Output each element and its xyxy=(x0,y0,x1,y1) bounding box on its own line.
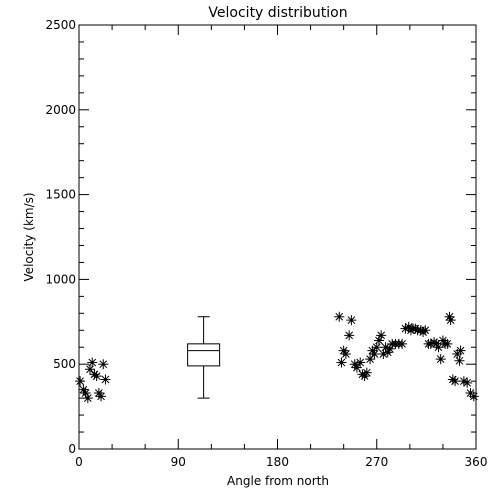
data-point xyxy=(359,371,370,382)
data-point xyxy=(367,345,378,356)
data-point xyxy=(433,342,444,353)
data-point xyxy=(444,311,455,322)
x-tick-label: 90 xyxy=(171,455,186,469)
data-point xyxy=(425,338,436,349)
data-point xyxy=(369,349,380,360)
data-point xyxy=(82,393,93,404)
data-point xyxy=(400,323,411,334)
data-point xyxy=(91,371,102,382)
data-point xyxy=(80,388,91,399)
data-point xyxy=(397,338,408,349)
data-points xyxy=(75,311,479,404)
x-tick-label: 360 xyxy=(465,455,488,469)
data-point xyxy=(445,315,456,326)
data-point xyxy=(355,357,366,368)
boxplot xyxy=(187,316,221,399)
y-tick-label: 0 xyxy=(68,442,76,456)
plot-frame xyxy=(78,24,477,450)
data-point xyxy=(346,315,357,326)
data-point xyxy=(344,330,355,341)
boxplot-box xyxy=(187,343,221,367)
data-point xyxy=(384,343,395,354)
x-axis-label: Angle from north xyxy=(227,474,329,488)
data-point xyxy=(462,377,473,388)
data-point xyxy=(75,376,86,387)
data-point xyxy=(468,391,479,402)
data-point xyxy=(351,362,362,373)
data-point xyxy=(376,330,387,341)
x-tick-label: 0 xyxy=(75,455,83,469)
data-point xyxy=(349,359,360,370)
y-tick-label: 1000 xyxy=(45,272,76,286)
data-point xyxy=(382,347,393,358)
data-point xyxy=(378,349,389,360)
data-point xyxy=(431,338,442,349)
data-point xyxy=(336,357,347,368)
y-axis-ticks: 0 500 1000 1500 2000 2500 xyxy=(45,18,476,456)
data-point xyxy=(371,342,382,353)
data-point xyxy=(87,357,98,368)
data-point xyxy=(454,355,465,366)
y-tick-label: 500 xyxy=(53,357,76,371)
data-point xyxy=(96,391,107,402)
data-point xyxy=(78,384,89,395)
data-point xyxy=(435,354,446,365)
data-point xyxy=(420,325,431,336)
x-axis-ticks: 0 90 180 270 360 xyxy=(75,25,487,469)
data-point xyxy=(403,321,414,332)
data-point xyxy=(458,376,469,387)
data-point xyxy=(338,345,349,356)
data-point xyxy=(361,367,372,378)
data-point xyxy=(437,335,448,346)
data-point xyxy=(380,342,391,353)
data-point xyxy=(340,349,351,360)
y-axis-label: Velocity (km/s) xyxy=(22,192,36,281)
data-point xyxy=(455,345,466,356)
data-point xyxy=(334,311,345,322)
data-point xyxy=(365,354,376,365)
chart-title: Velocity distribution xyxy=(208,5,347,21)
data-point xyxy=(93,388,104,399)
data-point xyxy=(98,359,109,370)
x-tick-label: 270 xyxy=(365,455,388,469)
data-point xyxy=(373,335,384,346)
data-point xyxy=(442,338,453,349)
x-tick-label: 180 xyxy=(266,455,289,469)
data-point xyxy=(85,364,96,375)
y-tick-label: 1500 xyxy=(45,188,76,202)
y-tick-label: 2000 xyxy=(45,103,76,117)
y-tick-label: 2500 xyxy=(45,18,76,32)
data-point xyxy=(100,374,111,385)
data-point xyxy=(450,376,461,387)
